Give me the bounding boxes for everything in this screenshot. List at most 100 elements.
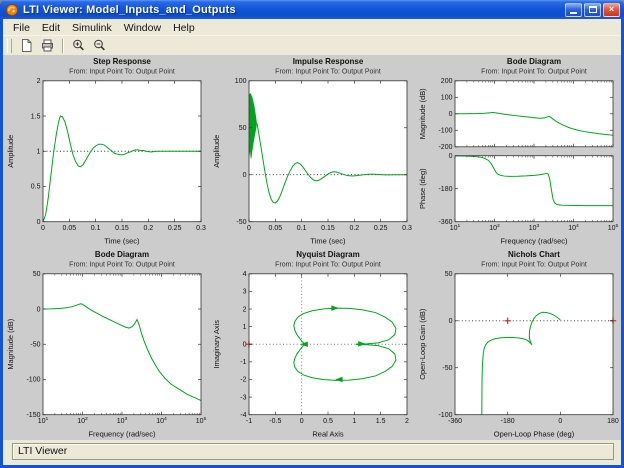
svg-text:104: 104 xyxy=(568,223,579,232)
zoom-out-button[interactable] xyxy=(89,37,110,54)
svg-text:50: 50 xyxy=(239,125,247,132)
svg-text:-180: -180 xyxy=(501,418,515,425)
svg-text:200: 200 xyxy=(441,78,453,85)
svg-text:0: 0 xyxy=(300,418,304,425)
close-icon: × xyxy=(608,4,615,14)
svg-text:0.3: 0.3 xyxy=(196,225,206,232)
svg-text:0.1: 0.1 xyxy=(91,225,101,232)
app-icon xyxy=(5,3,19,17)
svg-text:0: 0 xyxy=(243,341,247,348)
svg-text:180: 180 xyxy=(607,418,619,425)
svg-text:-50: -50 xyxy=(442,365,452,372)
menu-help[interactable]: Help xyxy=(173,21,195,34)
svg-text:Magnitude (dB): Magnitude (dB) xyxy=(6,318,15,369)
toolbar-separator xyxy=(62,38,64,53)
maximize-button[interactable] xyxy=(584,2,601,17)
zoom-in-icon xyxy=(73,39,84,51)
svg-text:-2: -2 xyxy=(240,376,246,383)
svg-text:0.1: 0.1 xyxy=(297,225,307,232)
plot-bode-diagram-bottom[interactable]: Bode Diagram From: Input Point To: Output… xyxy=(3,248,209,441)
svg-text:-50: -50 xyxy=(236,219,246,226)
svg-text:0.05: 0.05 xyxy=(269,225,283,232)
svg-text:1: 1 xyxy=(37,149,41,156)
figure-area: Step Response From: Input Point To: Outpu… xyxy=(3,55,621,440)
zoom-in-button[interactable] xyxy=(68,37,89,54)
svg-text:-50: -50 xyxy=(30,341,40,348)
svg-text:-360: -360 xyxy=(448,418,462,425)
menu-bar: File Edit Simulink Window Help xyxy=(3,19,621,35)
svg-text:-180: -180 xyxy=(438,186,452,193)
plot-step-response[interactable]: Step Response From: Input Point To: Outpu… xyxy=(3,55,209,248)
svg-text:-0.5: -0.5 xyxy=(269,418,281,425)
svg-text:Amplitude: Amplitude xyxy=(212,135,221,168)
svg-text:2: 2 xyxy=(37,78,41,85)
svg-text:105: 105 xyxy=(608,223,619,232)
svg-text:1: 1 xyxy=(243,323,247,330)
svg-text:-4: -4 xyxy=(240,412,246,419)
window-titlebar[interactable]: LTI Viewer: Model_Inputs_and_Outputs × xyxy=(0,0,624,19)
svg-text:-1: -1 xyxy=(240,359,246,366)
svg-text:1: 1 xyxy=(352,418,356,425)
svg-text:Nyquist Diagram: Nyquist Diagram xyxy=(296,249,359,258)
svg-text:-100: -100 xyxy=(438,412,452,419)
svg-text:104: 104 xyxy=(156,416,167,425)
minimize-icon xyxy=(570,12,577,14)
menu-window[interactable]: Window xyxy=(123,21,162,34)
svg-text:1.5: 1.5 xyxy=(376,418,386,425)
svg-text:0.2: 0.2 xyxy=(143,225,153,232)
svg-text:From: Input Point To: Output: From: Input Point To: Output Point xyxy=(69,68,175,75)
svg-text:0.15: 0.15 xyxy=(321,225,335,232)
menu-edit[interactable]: Edit xyxy=(41,21,61,34)
svg-text:-3: -3 xyxy=(240,394,246,401)
svg-text:From: Input Point To: Output: From: Input Point To: Output Point xyxy=(69,261,175,268)
svg-text:Open-Loop Phase (deg): Open-Loop Phase (deg) xyxy=(494,429,575,438)
minimize-button[interactable] xyxy=(565,2,582,17)
svg-text:-1: -1 xyxy=(246,418,252,425)
svg-text:0: 0 xyxy=(41,225,45,232)
svg-text:Open-Loop Gain (dB): Open-Loop Gain (dB) xyxy=(418,308,427,380)
svg-text:0.5: 0.5 xyxy=(31,184,41,191)
printer-icon xyxy=(42,39,53,52)
svg-text:101: 101 xyxy=(38,416,49,425)
svg-text:-100: -100 xyxy=(438,128,452,135)
maximize-icon xyxy=(588,6,597,13)
svg-text:Magnitude (dB): Magnitude (dB) xyxy=(418,88,427,139)
svg-text:Time (sec): Time (sec) xyxy=(310,237,346,246)
svg-text:0: 0 xyxy=(37,306,41,313)
menu-file[interactable]: File xyxy=(13,21,30,34)
svg-text:Bode Diagram: Bode Diagram xyxy=(95,249,149,258)
svg-text:From: Input Point To: Output: From: Input Point To: Output Point xyxy=(275,261,381,268)
svg-text:-100: -100 xyxy=(26,376,40,383)
svg-text:0.25: 0.25 xyxy=(168,225,182,232)
print-button[interactable] xyxy=(37,37,58,54)
svg-text:102: 102 xyxy=(77,416,88,425)
svg-text:50: 50 xyxy=(33,271,41,278)
svg-text:Frequency (rad/sec): Frequency (rad/sec) xyxy=(88,429,156,438)
svg-text:105: 105 xyxy=(196,416,207,425)
plot-nyquist-diagram[interactable]: Nyquist Diagram From: Input Point To: Out… xyxy=(209,248,415,441)
svg-text:102: 102 xyxy=(489,223,500,232)
svg-text:4: 4 xyxy=(243,271,247,278)
svg-text:0: 0 xyxy=(243,172,247,179)
svg-text:0: 0 xyxy=(449,318,453,325)
svg-text:Bode Diagram: Bode Diagram xyxy=(507,57,561,66)
svg-text:1.5: 1.5 xyxy=(31,113,41,120)
svg-text:0.2: 0.2 xyxy=(349,225,359,232)
plot-nichols-chart[interactable]: Nichols Chart From: Input Point To: Outpu… xyxy=(415,248,621,441)
svg-text:Imaginary Axis: Imaginary Axis xyxy=(212,319,221,368)
plot-impulse-response[interactable]: Impulse Response From: Input Point To: Ou… xyxy=(209,55,415,248)
svg-text:103: 103 xyxy=(529,223,540,232)
plot-bode-diagram-top[interactable]: Bode Diagram From: Input Point To: Output… xyxy=(415,55,621,248)
svg-text:-200: -200 xyxy=(438,144,452,151)
svg-text:0.5: 0.5 xyxy=(323,418,333,425)
new-viewer-button[interactable] xyxy=(16,37,37,54)
close-button[interactable]: × xyxy=(603,2,620,17)
svg-text:0: 0 xyxy=(558,418,562,425)
svg-text:0.15: 0.15 xyxy=(115,225,129,232)
svg-text:-360: -360 xyxy=(438,219,452,226)
menu-simulink[interactable]: Simulink xyxy=(72,21,112,34)
toolbar xyxy=(3,35,621,55)
toolbar-gripper[interactable] xyxy=(7,38,12,53)
svg-text:3: 3 xyxy=(243,288,247,295)
